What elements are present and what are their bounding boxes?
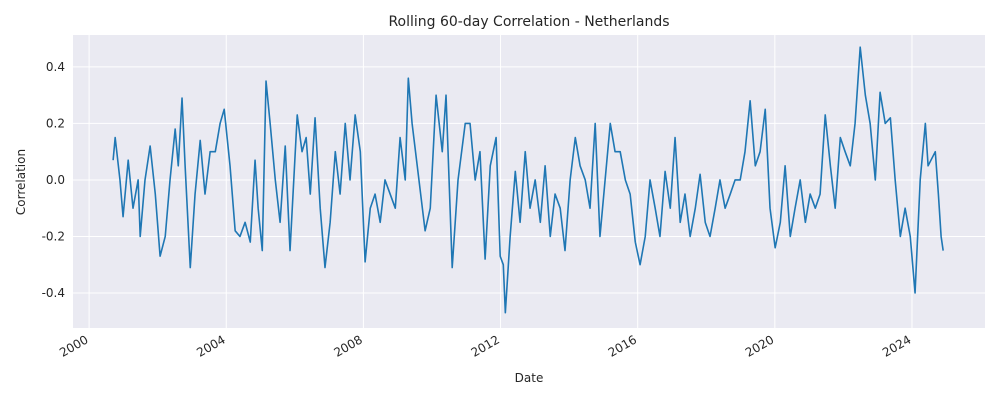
chart-title: Rolling 60-day Correlation - Netherlands (388, 14, 669, 30)
x-tick-label: 2000 (57, 332, 90, 359)
x-tick-label: 2020 (743, 332, 776, 359)
y-tick-label: 0.4 (46, 60, 65, 74)
x-tick-label: 2008 (331, 332, 364, 359)
y-tick-label: 0.2 (46, 116, 65, 130)
y-tick-label: -0.2 (42, 229, 65, 243)
x-axis-label: Date (515, 371, 544, 385)
y-tick-label: 0.0 (46, 173, 65, 187)
plot-area (73, 35, 985, 328)
y-tick-label: -0.4 (42, 286, 65, 300)
x-tick-label: 2012 (469, 332, 502, 359)
data-line (112, 46, 944, 314)
x-tick-label: 2004 (194, 332, 227, 359)
x-tick-label: 2024 (880, 332, 913, 359)
x-tick-label: 2016 (606, 332, 639, 359)
y-axis-label: Correlation (14, 149, 28, 215)
